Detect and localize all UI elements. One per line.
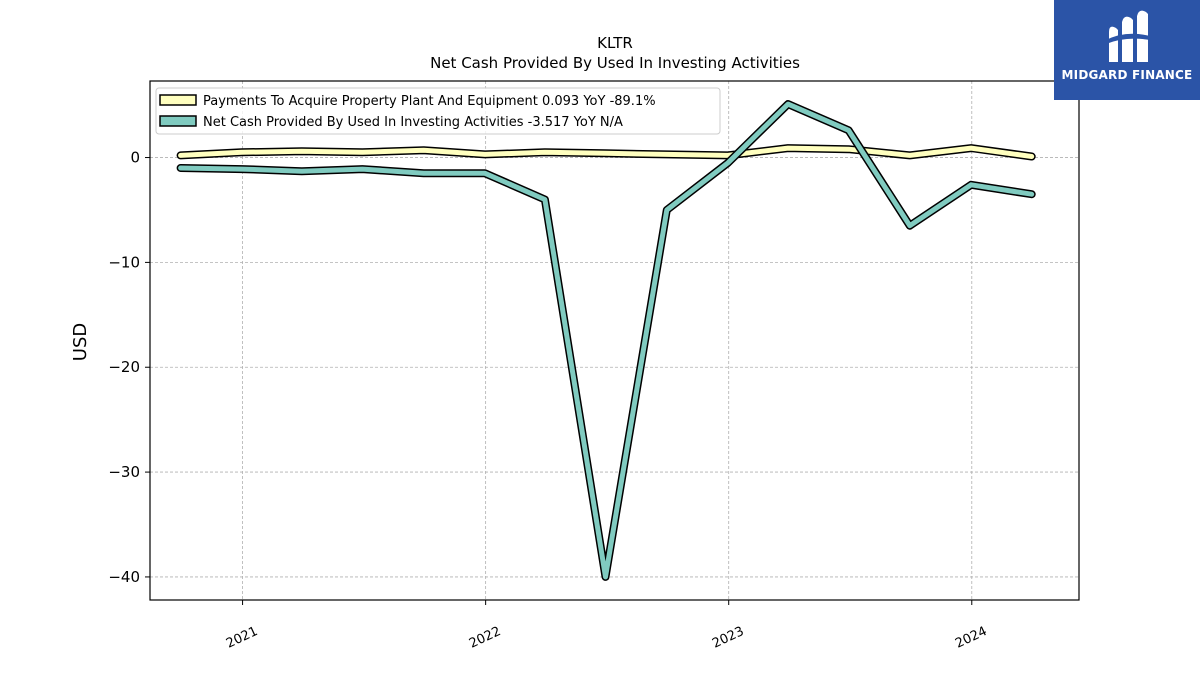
x-tick-label: 2024	[953, 624, 989, 652]
chart-title: KLTR	[597, 34, 633, 52]
legend: Payments To Acquire Property Plant And E…	[155, 87, 721, 135]
series-line	[178, 145, 1035, 159]
x-tick-label: 2021	[224, 624, 260, 652]
midgard-m-logo-icon	[1106, 10, 1150, 63]
y-tick-label: −20	[108, 358, 140, 376]
legend-entry-label: Net Cash Provided By Used In Investing A…	[203, 115, 623, 130]
brand-logo: MIDGARD FINANCE	[1054, 0, 1200, 100]
legend-box	[155, 87, 721, 135]
x-tick-label: 2023	[710, 624, 746, 652]
y-tick-label: 0	[130, 149, 140, 167]
y-axis-label: USD	[70, 323, 91, 361]
legend-entry-label: Payments To Acquire Property Plant And E…	[203, 94, 656, 109]
y-tick-label: −10	[108, 253, 140, 271]
brand-name: MIDGARD FINANCE	[1061, 68, 1193, 82]
x-tick-label: 2022	[467, 624, 503, 652]
series-outline	[176, 100, 1036, 581]
series-line	[178, 101, 1035, 580]
y-tick-label: −40	[108, 568, 140, 586]
legend-swatch	[159, 115, 197, 127]
series-lines	[176, 100, 1036, 581]
y-tick-label: −30	[108, 463, 140, 481]
chart-subtitle: Net Cash Provided By Used In Investing A…	[430, 54, 800, 72]
plot-frame	[149, 80, 1080, 601]
legend-swatch	[159, 94, 197, 106]
